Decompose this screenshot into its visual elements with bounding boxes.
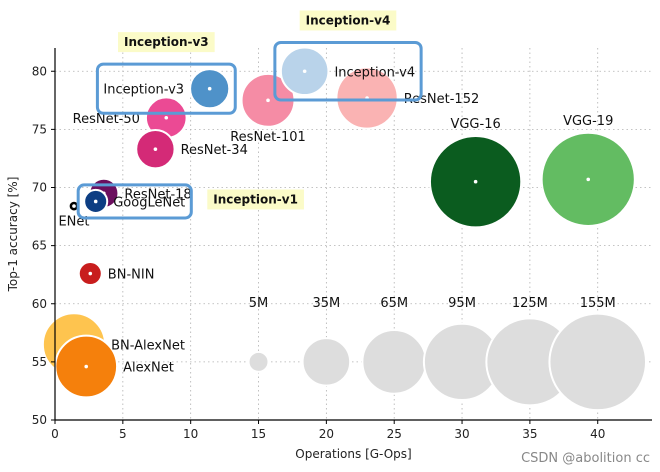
point-center-dot: [88, 271, 93, 276]
size-legend-label: 155M: [580, 296, 616, 311]
size-legend-bubble: [247, 350, 270, 373]
point-center-dot: [207, 86, 212, 91]
point-center-dot: [93, 199, 98, 204]
callout-label: Inception-v4: [306, 13, 391, 27]
size-legend-label: 95M: [448, 296, 476, 311]
y-tick-label: 50: [32, 413, 47, 427]
x-tick-label: 30: [454, 427, 469, 441]
x-tick-label: 15: [251, 427, 266, 441]
size-legend-bubble: [548, 312, 648, 412]
point-label: AlexNet: [123, 361, 174, 376]
callouts: Inception-v3 Inception-v4 Inception-v1: [76, 10, 423, 220]
x-tick-label: 40: [590, 427, 605, 441]
highlight-box: [95, 62, 237, 115]
y-tick-label: 60: [32, 297, 47, 311]
point-center-dot: [72, 204, 76, 208]
point-label: ResNet-50: [73, 112, 140, 127]
point-label: VGG-19: [563, 114, 613, 129]
size-legend-label: 35M: [312, 296, 340, 311]
point-label: ResNet-101: [230, 130, 306, 145]
x-tick-label: 35: [522, 427, 537, 441]
point-label: Inception-v3: [103, 83, 184, 98]
x-tick-label: 0: [51, 427, 59, 441]
point-center-dot: [586, 177, 591, 182]
size-legend-label: 5M: [249, 296, 269, 311]
y-tick-label: 80: [32, 64, 47, 78]
point-label: ResNet-18: [124, 187, 191, 202]
callout-background: [299, 10, 397, 31]
callout-label: Inception-v1: [213, 192, 298, 206]
point-label: Inception-v4: [334, 65, 415, 80]
x-tick-label: 5: [119, 427, 127, 441]
x-tick-label: 25: [387, 427, 402, 441]
x-tick-label: 20: [319, 427, 334, 441]
size-legend-bubble: [361, 329, 428, 395]
point-labels: Inception-v3Inception-v4ResNet-101ResNet…: [58, 65, 613, 375]
y-tick-label: 65: [32, 239, 47, 253]
y-tick-label: 70: [32, 181, 47, 195]
axes: 0 5 10 15 20 25 30 35 40 50 55 60 65 70 75 80: [32, 48, 652, 441]
point-label: ResNet-34: [181, 143, 248, 158]
point-label: GoogLeNet: [113, 195, 185, 210]
size-legend-label: 65M: [380, 296, 408, 311]
callout-background: [207, 189, 304, 210]
size-legend-bubble: [301, 337, 352, 387]
callout-label: Inception-v3: [124, 35, 209, 49]
point-center-dot: [84, 364, 89, 369]
point-label: ResNet-152: [404, 92, 480, 107]
point-center-dot: [164, 115, 169, 120]
x-tick-label: 10: [183, 427, 198, 441]
data-points: [41, 46, 636, 399]
y-tick-label: 55: [32, 355, 47, 369]
watermark-text: CSDN @abolition cc: [521, 451, 650, 466]
y-axis-title: Top-1 accuracy [%]: [6, 177, 20, 293]
point-label: BN-NIN: [108, 268, 155, 283]
size-legend: 5M 35M 65M 95M 125M 155M: [247, 296, 648, 412]
point-center-dot: [153, 147, 158, 151]
point-label: VGG-16: [450, 117, 500, 132]
size-legend-label: 125M: [512, 296, 548, 311]
point-center-dot: [473, 179, 478, 184]
point-center-dot: [302, 69, 307, 74]
point-center-dot: [266, 98, 270, 103]
y-tick-label: 75: [32, 122, 47, 136]
highlight-box: [273, 40, 423, 102]
x-axis-title: Operations [G-Ops]: [295, 447, 411, 461]
point-label: BN-AlexNet: [111, 338, 185, 353]
callout-background: [118, 32, 215, 53]
highlight-box: [76, 183, 193, 220]
